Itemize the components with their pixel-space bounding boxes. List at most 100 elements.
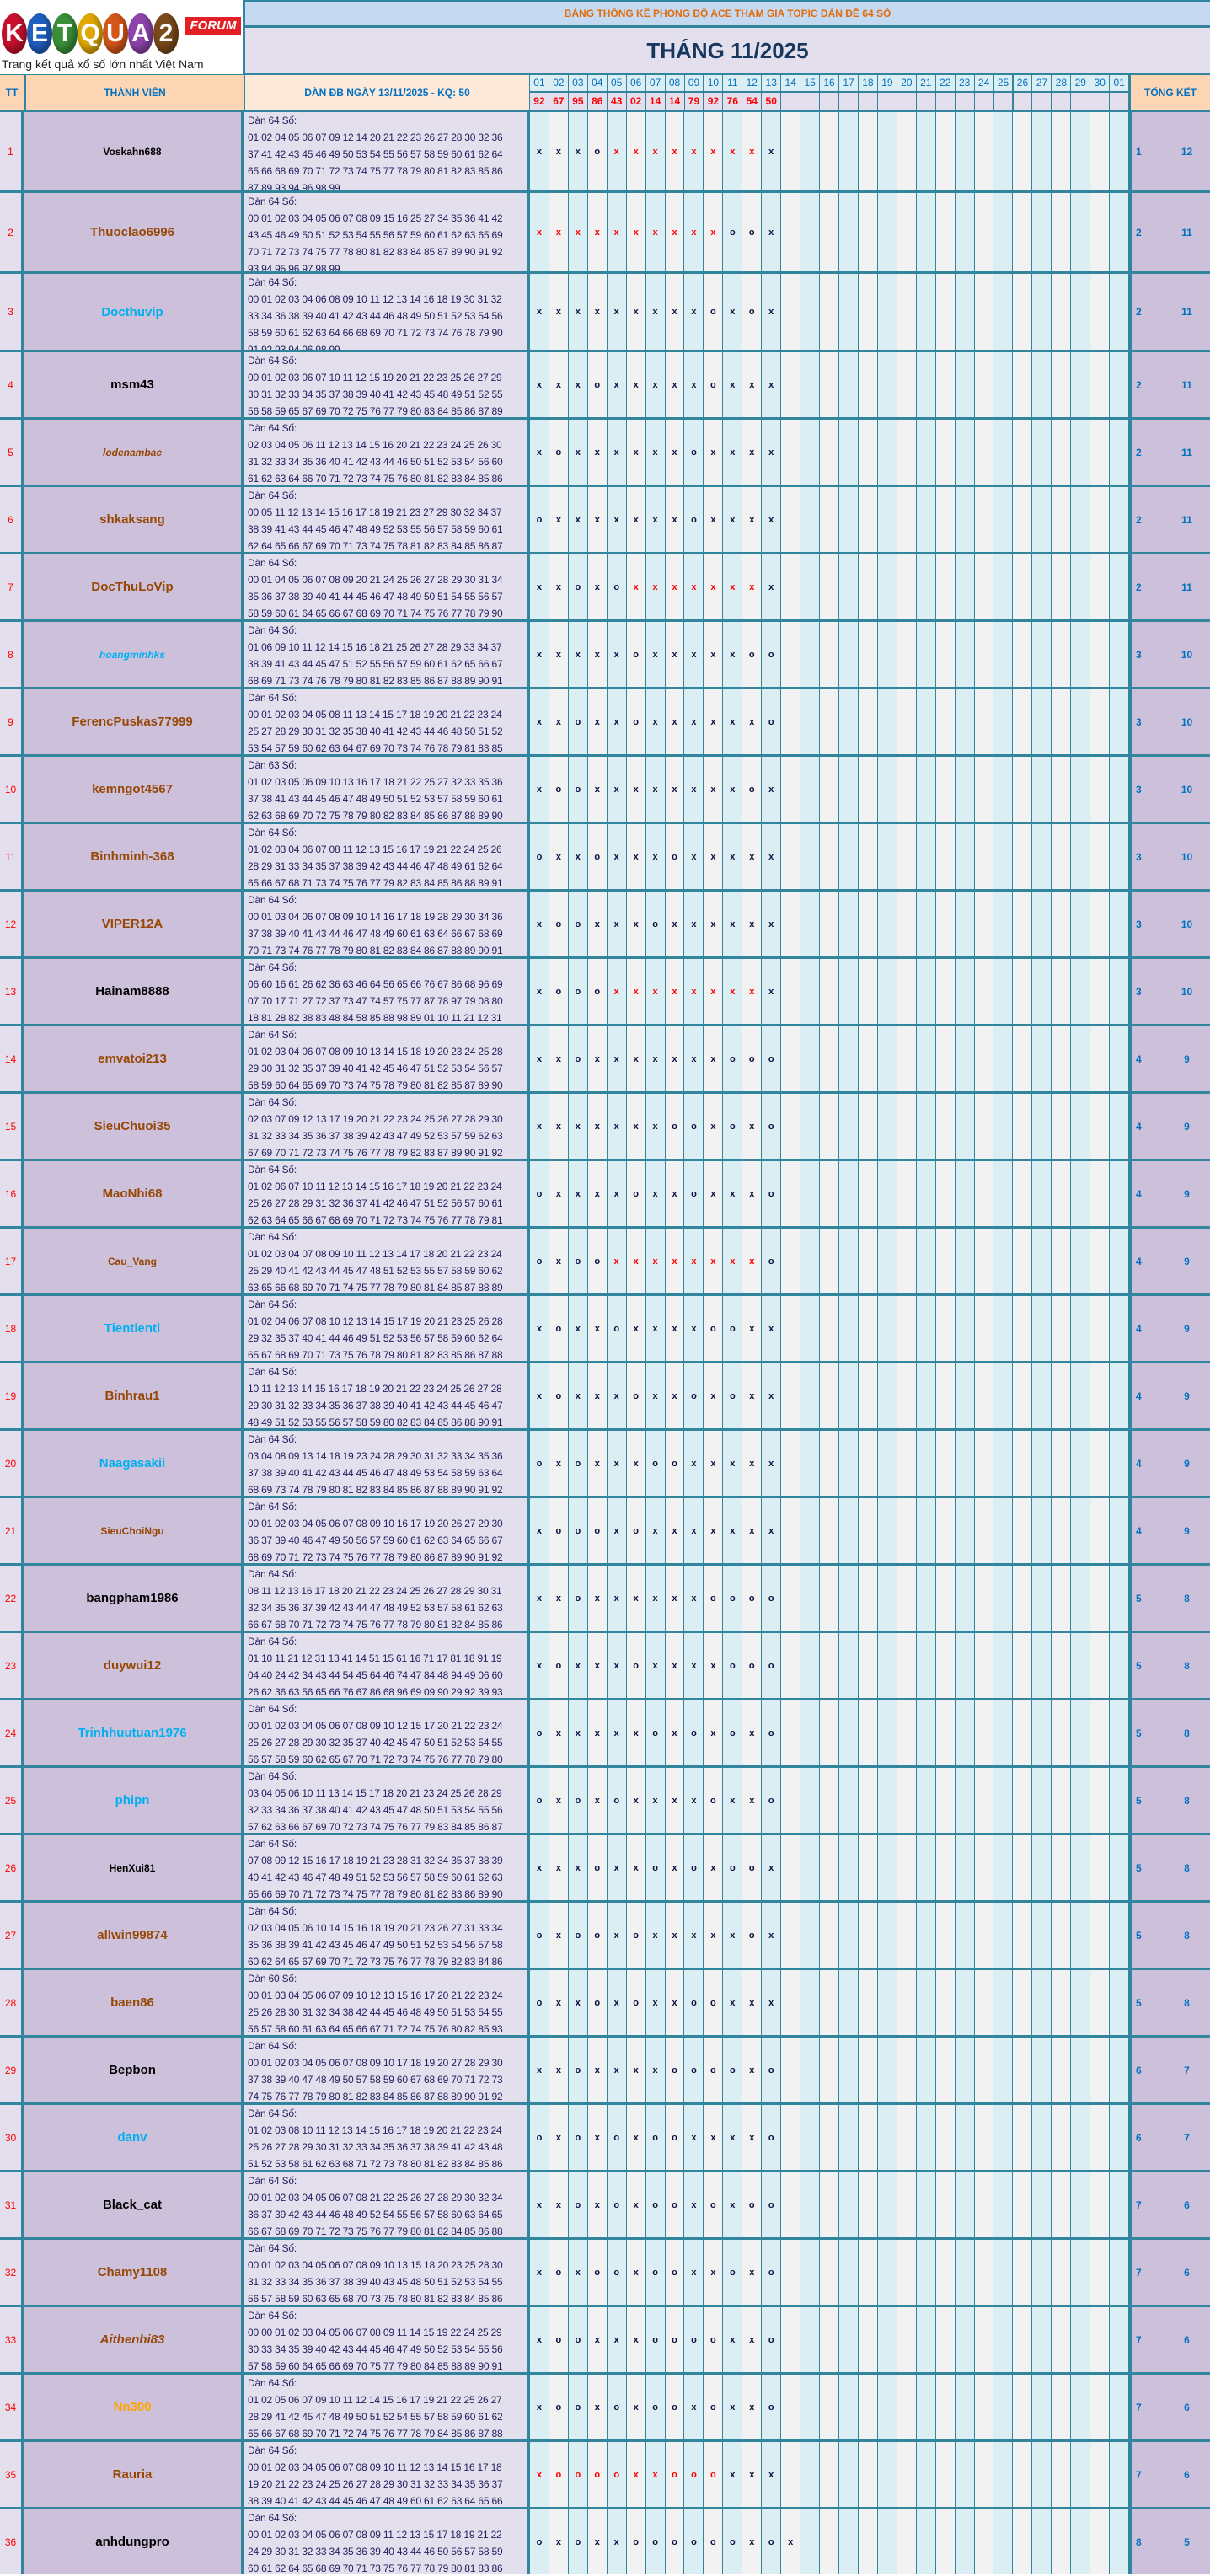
- day-mark: x: [684, 1431, 704, 1496]
- member-name[interactable]: Chamy1108: [24, 2240, 244, 2305]
- day-mark: x: [762, 352, 782, 417]
- day-mark: [838, 2375, 859, 2439]
- day-mark: x: [626, 2442, 646, 2507]
- day-header: 19: [877, 75, 897, 91]
- member-name[interactable]: bangpham1986: [24, 1566, 244, 1631]
- day-mark: o: [626, 1903, 646, 1968]
- day-mark: [781, 352, 801, 417]
- member-name[interactable]: VIPER12A: [24, 892, 244, 956]
- day-mark: [1052, 1970, 1072, 2035]
- day-mark: [877, 1094, 897, 1159]
- day-mark: x: [645, 1363, 666, 1428]
- day-mark: [935, 193, 956, 271]
- day-mark: [935, 2172, 956, 2237]
- day-mark: [877, 2442, 897, 2507]
- member-name[interactable]: DocThuLoVip: [24, 554, 244, 619]
- member-name[interactable]: duywui12: [24, 1633, 244, 1698]
- day-mark: o: [723, 1026, 743, 1091]
- member-name[interactable]: Docthuvip: [24, 274, 244, 350]
- member-name[interactable]: emvatoi213: [24, 1026, 244, 1091]
- day-mark: [1110, 959, 1129, 1024]
- dan-line: 33 34 36 38 39 40 41 42 43 44 46 48 49 5…: [248, 310, 503, 322]
- member-name[interactable]: Tientienti: [24, 1296, 244, 1361]
- day-mark: x: [607, 1633, 627, 1698]
- day-mark: o: [626, 1633, 646, 1698]
- dan-line: 74 75 76 77 78 79 80 81 82 83 84 85 86 8…: [248, 2091, 503, 2102]
- member-name[interactable]: msm43: [24, 352, 244, 417]
- day-mark: x: [665, 1700, 685, 1765]
- day-mark: x: [626, 1768, 646, 1833]
- day-result: 92: [704, 93, 724, 110]
- day-mark: [1013, 1903, 1033, 1968]
- day-mark: [955, 2442, 975, 2507]
- member-name[interactable]: Rauria: [24, 2442, 244, 2507]
- day-mark: [935, 1566, 956, 1631]
- table-row: 25 phipn Dàn 64 Số: 03 04 05 06 10 11 13 14…: [0, 1765, 1210, 1833]
- member-name[interactable]: Nn300: [24, 2375, 244, 2439]
- day-mark: x: [665, 274, 685, 350]
- dan-line: 25 27 28 29 30 31 32 35 38 40 41 42 43 4…: [248, 726, 503, 737]
- day-mark: [858, 1296, 878, 1361]
- member-name[interactable]: phipn: [24, 1768, 244, 1833]
- total-score: 8: [1164, 1835, 1210, 1900]
- day-mark: [1090, 1566, 1111, 1631]
- day-mark: [935, 352, 956, 417]
- day-mark: [858, 1903, 878, 1968]
- table-row: 7 DocThuLoVip Dàn 64 Số: 00 01 04 05 06 07 …: [0, 552, 1210, 619]
- member-name[interactable]: shkaksang: [24, 487, 244, 552]
- member-name[interactable]: baen86: [24, 1970, 244, 2035]
- member-name[interactable]: Trinhhuutuan1976: [24, 1700, 244, 1765]
- day-mark: x: [587, 2172, 608, 2237]
- member-name[interactable]: anhdungpro: [24, 2509, 244, 2574]
- day-mark: [781, 757, 801, 822]
- day-mark: [993, 622, 1014, 687]
- day-mark: x: [568, 420, 588, 485]
- member-name[interactable]: Black_cat: [24, 2172, 244, 2237]
- rank: 3: [1129, 892, 1164, 956]
- day-mark: [1110, 1566, 1129, 1631]
- day-mark: [820, 1363, 839, 1428]
- member-name[interactable]: SieuChoiNgu: [24, 1498, 244, 1563]
- member-name[interactable]: MaoNhi68: [24, 1161, 244, 1226]
- rank: 2: [1129, 487, 1164, 552]
- day-mark: o: [568, 689, 588, 754]
- member-name[interactable]: Hainam8888: [24, 959, 244, 1024]
- day-mark: o: [530, 1431, 549, 1496]
- day-mark: [1071, 352, 1091, 417]
- day-mark: x: [607, 959, 627, 1024]
- day-mark: [820, 2105, 839, 2170]
- member-name[interactable]: HenXui81: [24, 1835, 244, 1900]
- day-mark: [877, 2375, 897, 2439]
- day-mark: o: [684, 487, 704, 552]
- day-mark: x: [665, 1903, 685, 1968]
- day-mark: [993, 824, 1014, 889]
- member-name[interactable]: Binhrau1: [24, 1363, 244, 1428]
- member-name[interactable]: kemngot4567: [24, 757, 244, 822]
- day-mark: o: [665, 2240, 685, 2305]
- member-name[interactable]: danv: [24, 2105, 244, 2170]
- day-mark: x: [568, 1970, 588, 2035]
- member-name[interactable]: Thuoclao6996: [24, 193, 244, 271]
- member-name[interactable]: Aithenhi83: [24, 2307, 244, 2372]
- day-mark: [935, 554, 956, 619]
- day-mark: [1052, 1296, 1072, 1361]
- member-name[interactable]: Binhminh-368: [24, 824, 244, 889]
- member-name[interactable]: SieuChuoi35: [24, 1094, 244, 1159]
- table-row: 9 FerencPuskas77999 Dàn 64 Số: 00 01 02 03 …: [0, 687, 1210, 754]
- day-mark: [1013, 420, 1033, 485]
- member-name[interactable]: Cau_Vang: [24, 1229, 244, 1293]
- member-name[interactable]: hoangminhks: [24, 622, 244, 687]
- day-mark: [916, 1633, 936, 1698]
- member-name[interactable]: lodenambac: [24, 420, 244, 485]
- dan-line: 35 36 38 39 41 42 43 45 46 47 49 50 51 5…: [248, 1939, 503, 1951]
- member-name[interactable]: Naagasakii: [24, 1431, 244, 1496]
- member-name[interactable]: Bepbon: [24, 2038, 244, 2102]
- member-name[interactable]: FerencPuskas77999: [24, 689, 244, 754]
- day-mark: x: [684, 1768, 704, 1833]
- member-name[interactable]: allwin99874: [24, 1903, 244, 1968]
- day-mark: [1032, 193, 1052, 271]
- table-row: 17 Cau_Vang Dàn 64 Số: 01 02 03 04 07 08 09…: [0, 1226, 1210, 1293]
- member-name[interactable]: Voskahn688: [24, 112, 244, 190]
- day-mark: [1013, 274, 1033, 350]
